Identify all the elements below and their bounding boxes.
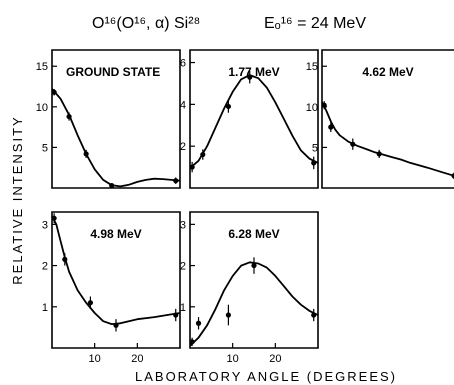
data-point — [311, 160, 317, 166]
data-point — [350, 141, 356, 147]
panel-5: 1 2 3 10 20 6.28 MeV — [180, 211, 319, 365]
y-tick-label: 1 — [42, 302, 48, 314]
fit-curve — [189, 261, 319, 347]
data-point — [321, 102, 327, 108]
y-tick-label: 1 — [180, 302, 186, 314]
y-tick-label: 5 — [312, 142, 318, 154]
data-point — [247, 74, 253, 80]
data-point — [225, 312, 231, 318]
data-point — [451, 173, 454, 179]
y-tick-label: 10 — [36, 102, 48, 114]
data-point — [311, 312, 317, 318]
y-tick-label: 6 — [180, 58, 186, 70]
data-point — [251, 262, 257, 269]
data-point — [83, 151, 89, 157]
panel-label: GROUND STATE — [66, 65, 160, 79]
panel-label: 4.62 MeV — [362, 65, 413, 79]
x-tick-label: 10 — [89, 353, 101, 365]
data-point — [113, 322, 119, 328]
panel-frame — [189, 49, 319, 189]
y-tick-label: 15 — [36, 61, 48, 73]
y-tick-label: 15 — [306, 61, 318, 73]
data-point — [173, 312, 179, 318]
data-point — [200, 151, 206, 158]
fit-curve — [51, 215, 181, 325]
panel-label: 6.28 MeV — [228, 227, 279, 241]
y-tick-label: 5 — [42, 142, 48, 154]
data-point — [189, 339, 195, 345]
panels: 5 10 15 GROUND STATE 2 4 6 1.77 MeV 5 10 15 4.62 Me… — [36, 49, 454, 365]
data-point — [225, 103, 231, 110]
panel-frame — [321, 49, 454, 189]
panel-2: 2 4 6 1.77 MeV — [180, 49, 319, 189]
y-tick-label: 3 — [42, 219, 48, 231]
data-point — [87, 300, 93, 306]
data-point — [195, 320, 202, 326]
data-point — [66, 113, 72, 120]
panel-frame — [51, 211, 181, 349]
panel-1: 5 10 15 GROUND STATE — [36, 49, 181, 189]
data-point — [328, 124, 334, 130]
data-point — [173, 178, 179, 184]
panel-3: 5 10 15 4.62 MeV — [306, 49, 454, 189]
y-axis-title: RELATIVE INTENSITY — [10, 115, 25, 284]
figure-title-reaction: O¹⁶(O¹⁶, α) Si²⁸ — [92, 15, 200, 32]
x-tick-label: 20 — [131, 353, 143, 365]
data-point — [109, 182, 115, 189]
panel-frame — [51, 49, 181, 189]
fit-curve — [321, 101, 454, 177]
fit-curve — [51, 88, 181, 188]
y-tick-label: 4 — [180, 99, 186, 111]
x-tick-label: 20 — [269, 353, 281, 365]
panel-frame — [189, 211, 319, 349]
fit-curve — [189, 74, 319, 169]
data-point — [62, 256, 68, 262]
data-point — [51, 89, 57, 95]
data-point — [376, 151, 382, 157]
figure-title-energy: Eₒ¹⁶ = 24 MeV — [264, 15, 366, 32]
y-tick-label: 2 — [42, 261, 48, 273]
panel-4: 1 2 3 10 20 4.98 MeV — [42, 211, 181, 365]
data-point — [189, 164, 195, 170]
x-tick-label: 10 — [227, 353, 239, 365]
panel-label: 1.77 MeV — [228, 65, 279, 79]
y-tick-label: 10 — [306, 102, 318, 114]
x-axis-title: LABORATORY ANGLE (DEGREES) — [135, 369, 397, 384]
y-tick-label: 3 — [180, 219, 186, 231]
data-point — [51, 215, 57, 221]
y-tick-label: 2 — [180, 141, 186, 153]
panel-label: 4.98 MeV — [90, 227, 141, 241]
y-tick-label: 2 — [180, 261, 186, 273]
